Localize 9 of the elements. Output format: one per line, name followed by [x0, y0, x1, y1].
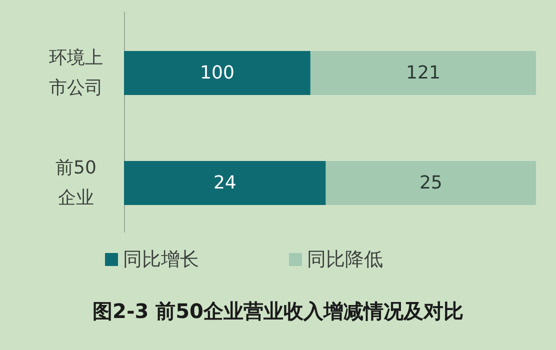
legend-label: 同比降低 — [307, 248, 383, 270]
legend-label: 同比增长 — [123, 248, 199, 270]
data-label: 24 — [213, 172, 236, 194]
y-tick-label: 前50企业 — [56, 158, 96, 208]
y-tick-label: 环境上市公司 — [49, 48, 103, 98]
text: 图2-3 前50企业营业收入增减情况及对比 — [92, 299, 464, 323]
data-label: 121 — [406, 62, 440, 84]
data-label: 25 — [419, 172, 442, 194]
data-label: 100 — [200, 62, 234, 84]
